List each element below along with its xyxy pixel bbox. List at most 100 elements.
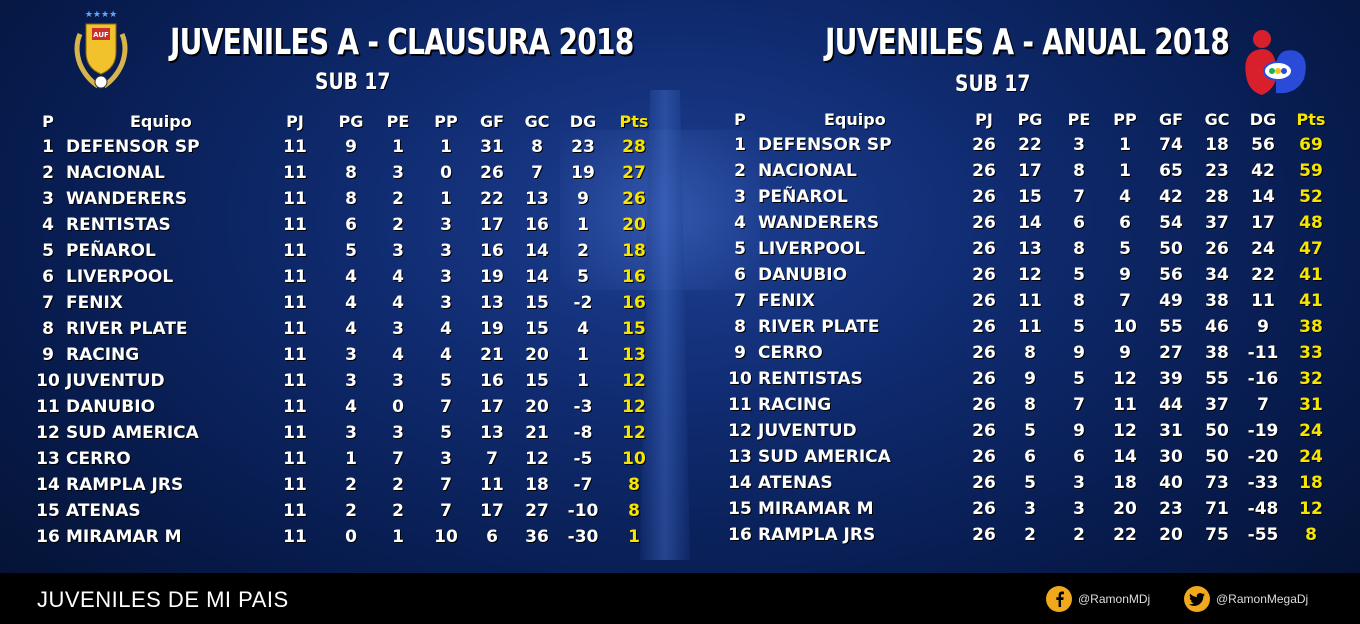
cell-pj: 11 [283,241,307,261]
cell-gf: 49 [1159,291,1183,311]
cell-pe: 3 [392,423,404,443]
header-pg: PG [338,111,364,131]
cell-gf: 31 [480,137,504,157]
cell-pj: 11 [283,345,307,365]
cell-pe: 5 [1073,317,1085,337]
table-row: 2 NACIONAL 26 17 8 1 65 23 42 59 [722,158,1336,184]
cell-pj: 11 [283,215,307,235]
cell-pos: 13 [36,449,60,469]
cell-team: DANUBIO [758,265,848,285]
cell-gf: 22 [480,189,504,209]
table-row: 5 PEÑAROL 11 5 3 3 16 14 2 18 [30,238,662,264]
cell-dg: 24 [1251,239,1275,259]
cell-pe: 3 [392,319,404,339]
cell-pe: 4 [392,267,404,287]
twitter-link[interactable]: @RamonMegaDj [1184,585,1308,613]
facebook-link[interactable]: @RamonMDj [1046,585,1150,613]
header-gc: GC [1204,109,1230,129]
left-standings-table: P Equipo PJ PG PE PP GF GC DG Pts 1 DEFEN… [30,108,662,550]
cell-gf: 26 [480,163,504,183]
cell-gc: 20 [525,397,549,417]
table-row: 16 MIRAMAR M 11 0 1 10 6 36 -30 1 [30,524,662,550]
cell-pe: 2 [392,475,404,495]
cell-team: RAMPLA JRS [758,525,876,545]
cell-pj: 11 [283,475,307,495]
cell-pg: 12 [1018,265,1042,285]
cell-gf: 54 [1159,213,1183,233]
cell-pts: 12 [622,397,646,417]
header-pe: PE [386,111,410,131]
cell-pe: 7 [1073,187,1085,207]
cell-gc: 38 [1205,291,1229,311]
cell-pts: 33 [1299,343,1323,363]
cell-pg: 4 [345,397,357,417]
cell-gc: 50 [1205,447,1229,467]
cell-dg: -5 [573,449,593,469]
cell-gf: 65 [1159,161,1183,181]
cell-pj: 11 [283,501,307,521]
cell-pj: 26 [972,187,996,207]
cell-pj: 11 [283,423,307,443]
cell-gf: 19 [480,267,504,287]
cell-pe: 3 [392,163,404,183]
cell-pj: 11 [283,163,307,183]
cell-pe: 0 [392,397,404,417]
cell-dg: 23 [571,137,595,157]
auf-logo: ★★★★ AUF [74,10,128,89]
cell-dg: -16 [1247,369,1279,389]
cell-team: FENIX [758,291,815,311]
cell-gc: 8 [531,137,543,157]
cell-pos: 5 [42,241,54,261]
cell-pj: 11 [283,319,307,339]
cell-team: DANUBIO [66,397,156,417]
right-standings-table: P Equipo PJ PG PE PP GF GC DG Pts 1 DEFEN… [722,106,1336,548]
cell-team: RENTISTAS [758,369,863,389]
cell-pos: 14 [728,473,752,493]
cell-gc: 73 [1205,473,1229,493]
cell-pg: 1 [345,449,357,469]
cell-dg: 9 [577,189,589,209]
left-table-subtitle: SUB 17 [315,70,391,95]
header-pe: PE [1067,109,1091,129]
cell-gf: 17 [480,501,504,521]
cell-pp: 4 [440,319,452,339]
cell-pp: 7 [440,501,452,521]
cell-pos: 10 [36,371,60,391]
cell-pj: 26 [972,499,996,519]
table-row: 7 FENIX 11 4 4 3 13 15 -2 16 [30,290,662,316]
cell-gc: 26 [1205,239,1229,259]
cell-pj: 11 [283,189,307,209]
cell-pe: 4 [392,293,404,313]
table-row: 12 JUVENTUD 26 5 9 12 31 50 -19 24 [722,418,1336,444]
table-row: 2 NACIONAL 11 8 3 0 26 7 19 27 [30,160,662,186]
cell-pos: 16 [728,525,752,545]
cell-team: DEFENSOR SP [758,135,892,155]
cell-pe: 2 [392,189,404,209]
cell-pp: 12 [1113,421,1137,441]
cell-pe: 7 [1073,395,1085,415]
cell-pts: 1 [628,527,640,547]
table-row: 11 DANUBIO 11 4 0 7 17 20 -3 12 [30,394,662,420]
cell-gf: 40 [1159,473,1183,493]
cell-pg: 6 [1024,447,1036,467]
cell-pe: 6 [1073,213,1085,233]
cell-pp: 5 [1119,239,1131,259]
table-row: 11 RACING 26 8 7 11 44 37 7 31 [722,392,1336,418]
cell-pp: 14 [1113,447,1137,467]
table-row: 15 ATENAS 11 2 2 7 17 27 -10 8 [30,498,662,524]
table-header-row: P Equipo PJ PG PE PP GF GC DG Pts [722,106,1336,132]
cell-dg: -11 [1247,343,1279,363]
cell-gc: 27 [525,501,549,521]
cell-pp: 6 [1119,213,1131,233]
table-row: 9 CERRO 26 8 9 9 27 38 -11 33 [722,340,1336,366]
cell-pe: 3 [392,371,404,391]
cell-team: CERRO [758,343,823,363]
cell-gf: 13 [480,423,504,443]
cell-pp: 4 [1119,187,1131,207]
cell-pts: 24 [1299,421,1323,441]
table-row: 4 RENTISTAS 11 6 2 3 17 16 1 20 [30,212,662,238]
cell-pj: 11 [283,527,307,547]
header-pg: PG [1017,109,1043,129]
cell-pe: 1 [392,527,404,547]
header-dg: DG [569,111,597,131]
